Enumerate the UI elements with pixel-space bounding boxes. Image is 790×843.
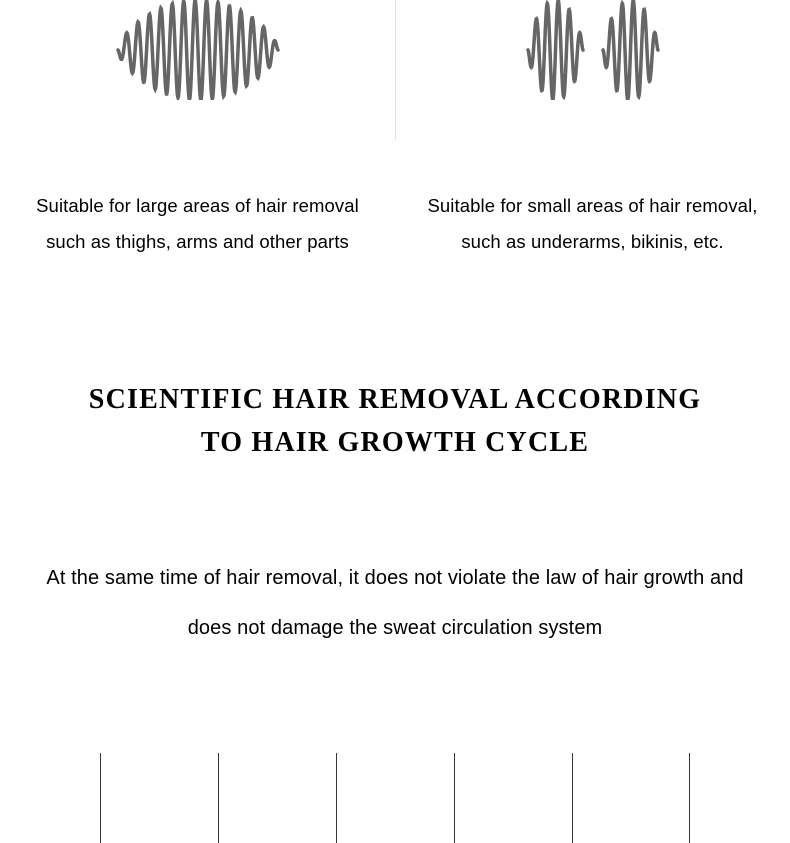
right-desc-line2: such as underarms, bikinis, etc.	[461, 231, 723, 252]
left-column: Suitable for large areas of hair removal…	[0, 0, 395, 260]
right-desc-line1: Suitable for small areas of hair removal…	[427, 195, 757, 216]
column-divider	[395, 0, 396, 140]
chart-cell	[218, 753, 336, 843]
chart-cell	[572, 753, 690, 843]
chart-cell	[100, 753, 218, 843]
burst-wave-icon	[518, 0, 668, 100]
section-heading: SCIENTIFIC HAIR REMOVAL ACCORDING TO HAI…	[0, 378, 790, 465]
left-description: Suitable for large areas of hair removal…	[36, 188, 359, 260]
section-subtext: At the same time of hair removal, it doe…	[0, 553, 790, 653]
right-description: Suitable for small areas of hair removal…	[427, 188, 757, 260]
growth-cycle-chart	[0, 753, 790, 843]
chart-cell	[454, 753, 572, 843]
right-column: Suitable for small areas of hair removal…	[395, 0, 790, 260]
left-desc-line2: such as thighs, arms and other parts	[46, 231, 349, 252]
chart-cell	[336, 753, 454, 843]
heading-line2: TO HAIR GROWTH CYCLE	[201, 427, 589, 458]
left-desc-line1: Suitable for large areas of hair removal	[36, 195, 359, 216]
heading-line1: SCIENTIFIC HAIR REMOVAL ACCORDING	[89, 384, 701, 415]
continuous-wave-icon	[113, 0, 283, 100]
